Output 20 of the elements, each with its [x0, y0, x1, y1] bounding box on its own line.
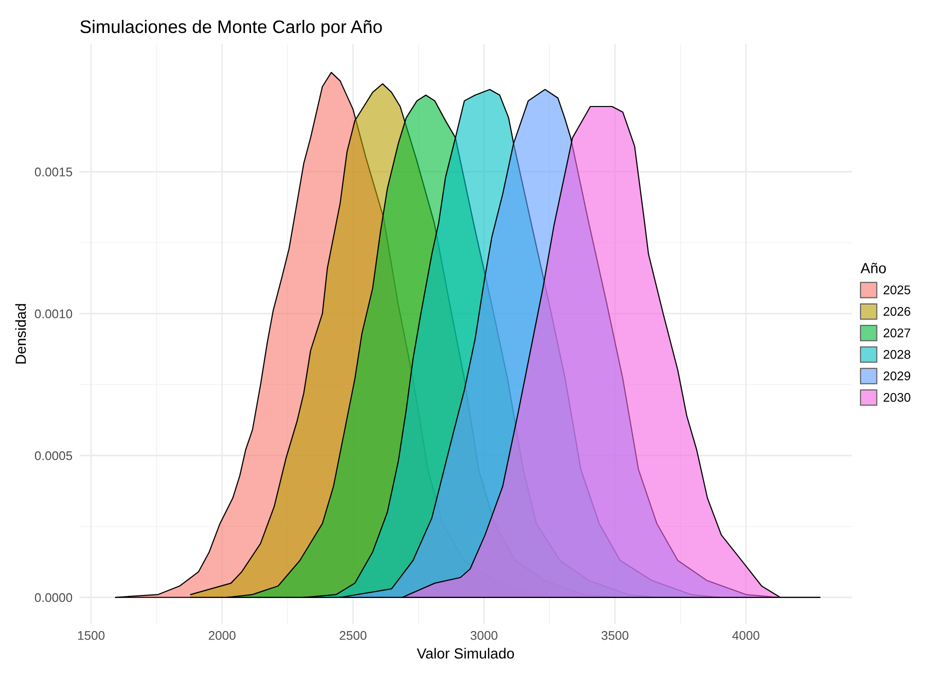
x-tick-label: 4000	[732, 631, 760, 640]
y-tick-label: 0.0015	[34, 168, 72, 176]
legend-title: Año	[860, 262, 886, 274]
legend-label: 2028	[884, 350, 910, 359]
x-tick-label: 2500	[340, 631, 366, 640]
legend-label: 2025	[884, 285, 910, 294]
x-tick-label: 1500	[78, 631, 104, 640]
y-tick-label: 0.0010	[34, 309, 72, 318]
y-tick-label: 0.0005	[34, 451, 72, 460]
x-tick-label: 2000	[208, 631, 236, 640]
y-axis-title: Densidad	[15, 304, 26, 364]
legend-label: 2027	[884, 328, 910, 338]
chart-title: Simulaciones de Monte Carlo por Año	[80, 20, 382, 37]
legend-label: 2026	[884, 306, 910, 316]
legend-label: 2029	[884, 371, 910, 380]
legend-label: 2030	[884, 392, 910, 402]
x-tick-label: 3500	[602, 631, 628, 640]
x-tick-label: 3000	[470, 631, 498, 640]
y-tick-label: 0.0000	[34, 593, 72, 602]
x-axis-title: Valor Simulado	[416, 648, 514, 659]
